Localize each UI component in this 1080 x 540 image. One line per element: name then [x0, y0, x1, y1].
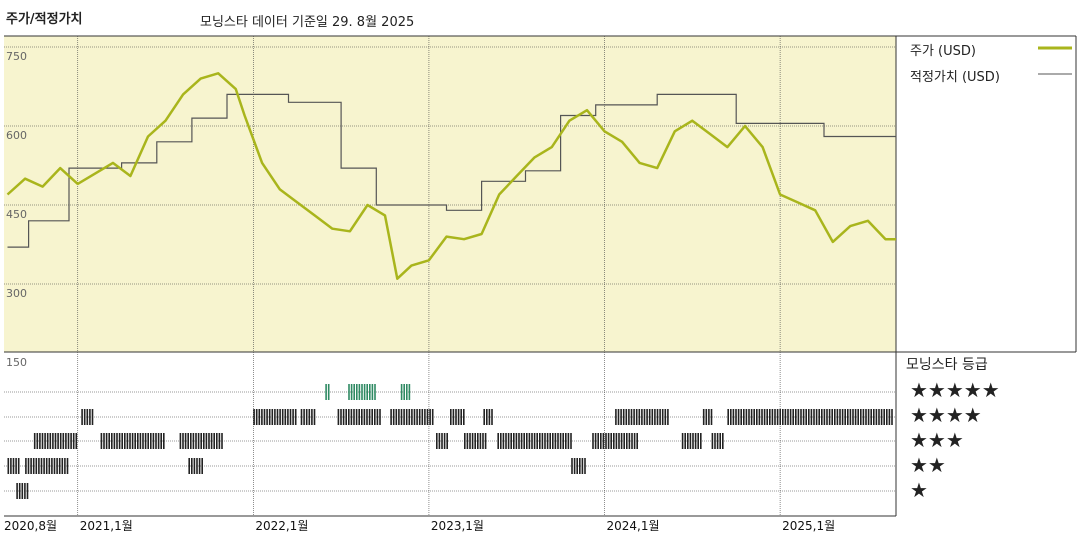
rating-segment	[7, 458, 20, 474]
rating-segment	[253, 409, 297, 425]
rating-segment	[179, 433, 223, 449]
y-tick-label: 450	[6, 208, 27, 221]
rating-segment	[436, 433, 448, 449]
grid-lines	[4, 36, 896, 516]
rating-segment	[464, 433, 487, 449]
rating-segment	[497, 433, 572, 449]
star-5-label: ★★★★★	[910, 378, 1000, 402]
rating-segment	[337, 409, 381, 425]
y-tick-label: 300	[6, 287, 27, 300]
x-tick-labels: 2020,8월 2021,1월 2022,1월 2023,1월 2024,1월 2025,…	[4, 519, 835, 533]
rating-segment	[33, 433, 78, 449]
rating-segment	[483, 409, 493, 425]
rating-bars	[7, 384, 893, 499]
rating-segment	[592, 433, 638, 449]
rating-segment	[400, 384, 411, 400]
legend-fair-label: 적정가치 (USD)	[910, 70, 1000, 85]
price-line	[6, 72, 896, 280]
rating-segment	[450, 409, 465, 425]
y-tick-labels: 750 600 450 300 150	[6, 50, 27, 369]
rating-y-tick-label: 150	[6, 356, 27, 369]
rating-segment	[100, 433, 165, 449]
rating-segment	[681, 433, 702, 449]
price-series	[6, 72, 896, 280]
x-tick-label: 2020,8월	[4, 519, 57, 533]
fair-value-line	[7, 93, 896, 248]
rating-segment	[16, 483, 29, 499]
legend-price-label: 주가 (USD)	[910, 44, 976, 59]
rating-segment	[571, 458, 586, 474]
chart-title: 주가/적정가치	[6, 12, 83, 27]
star-3-label: ★★★	[910, 428, 964, 452]
rating-segment	[81, 409, 94, 425]
y-tick-label: 600	[6, 129, 27, 142]
fair-value-series	[7, 93, 896, 248]
x-tick-label: 2024,1월	[607, 519, 660, 533]
rating-segment	[25, 458, 69, 474]
rating-segment	[711, 433, 724, 449]
x-tick-label: 2021,1월	[80, 519, 133, 533]
rating-title: 모닝스타 등급	[906, 357, 988, 373]
rating-segment	[325, 384, 330, 400]
rating-segment	[390, 409, 434, 425]
rating-segment	[348, 384, 376, 400]
star-2-label: ★★	[910, 453, 946, 477]
y-tick-label: 750	[6, 50, 27, 63]
rating-segment	[300, 409, 316, 425]
star-4-label: ★★★★	[910, 403, 982, 427]
x-tick-label: 2023,1월	[431, 519, 484, 533]
rating-segment	[702, 409, 713, 425]
x-tick-label: 2022,1월	[255, 519, 308, 533]
star-1-label: ★	[910, 478, 928, 502]
x-tick-label: 2025,1월	[782, 519, 835, 533]
rating-segment	[727, 409, 893, 425]
data-date-subtitle: 모닝스타 데이터 기준일 29. 8월 2025	[200, 15, 415, 30]
rating-segment	[188, 458, 203, 474]
rating-segment	[615, 409, 669, 425]
price-panel-background	[4, 36, 896, 352]
